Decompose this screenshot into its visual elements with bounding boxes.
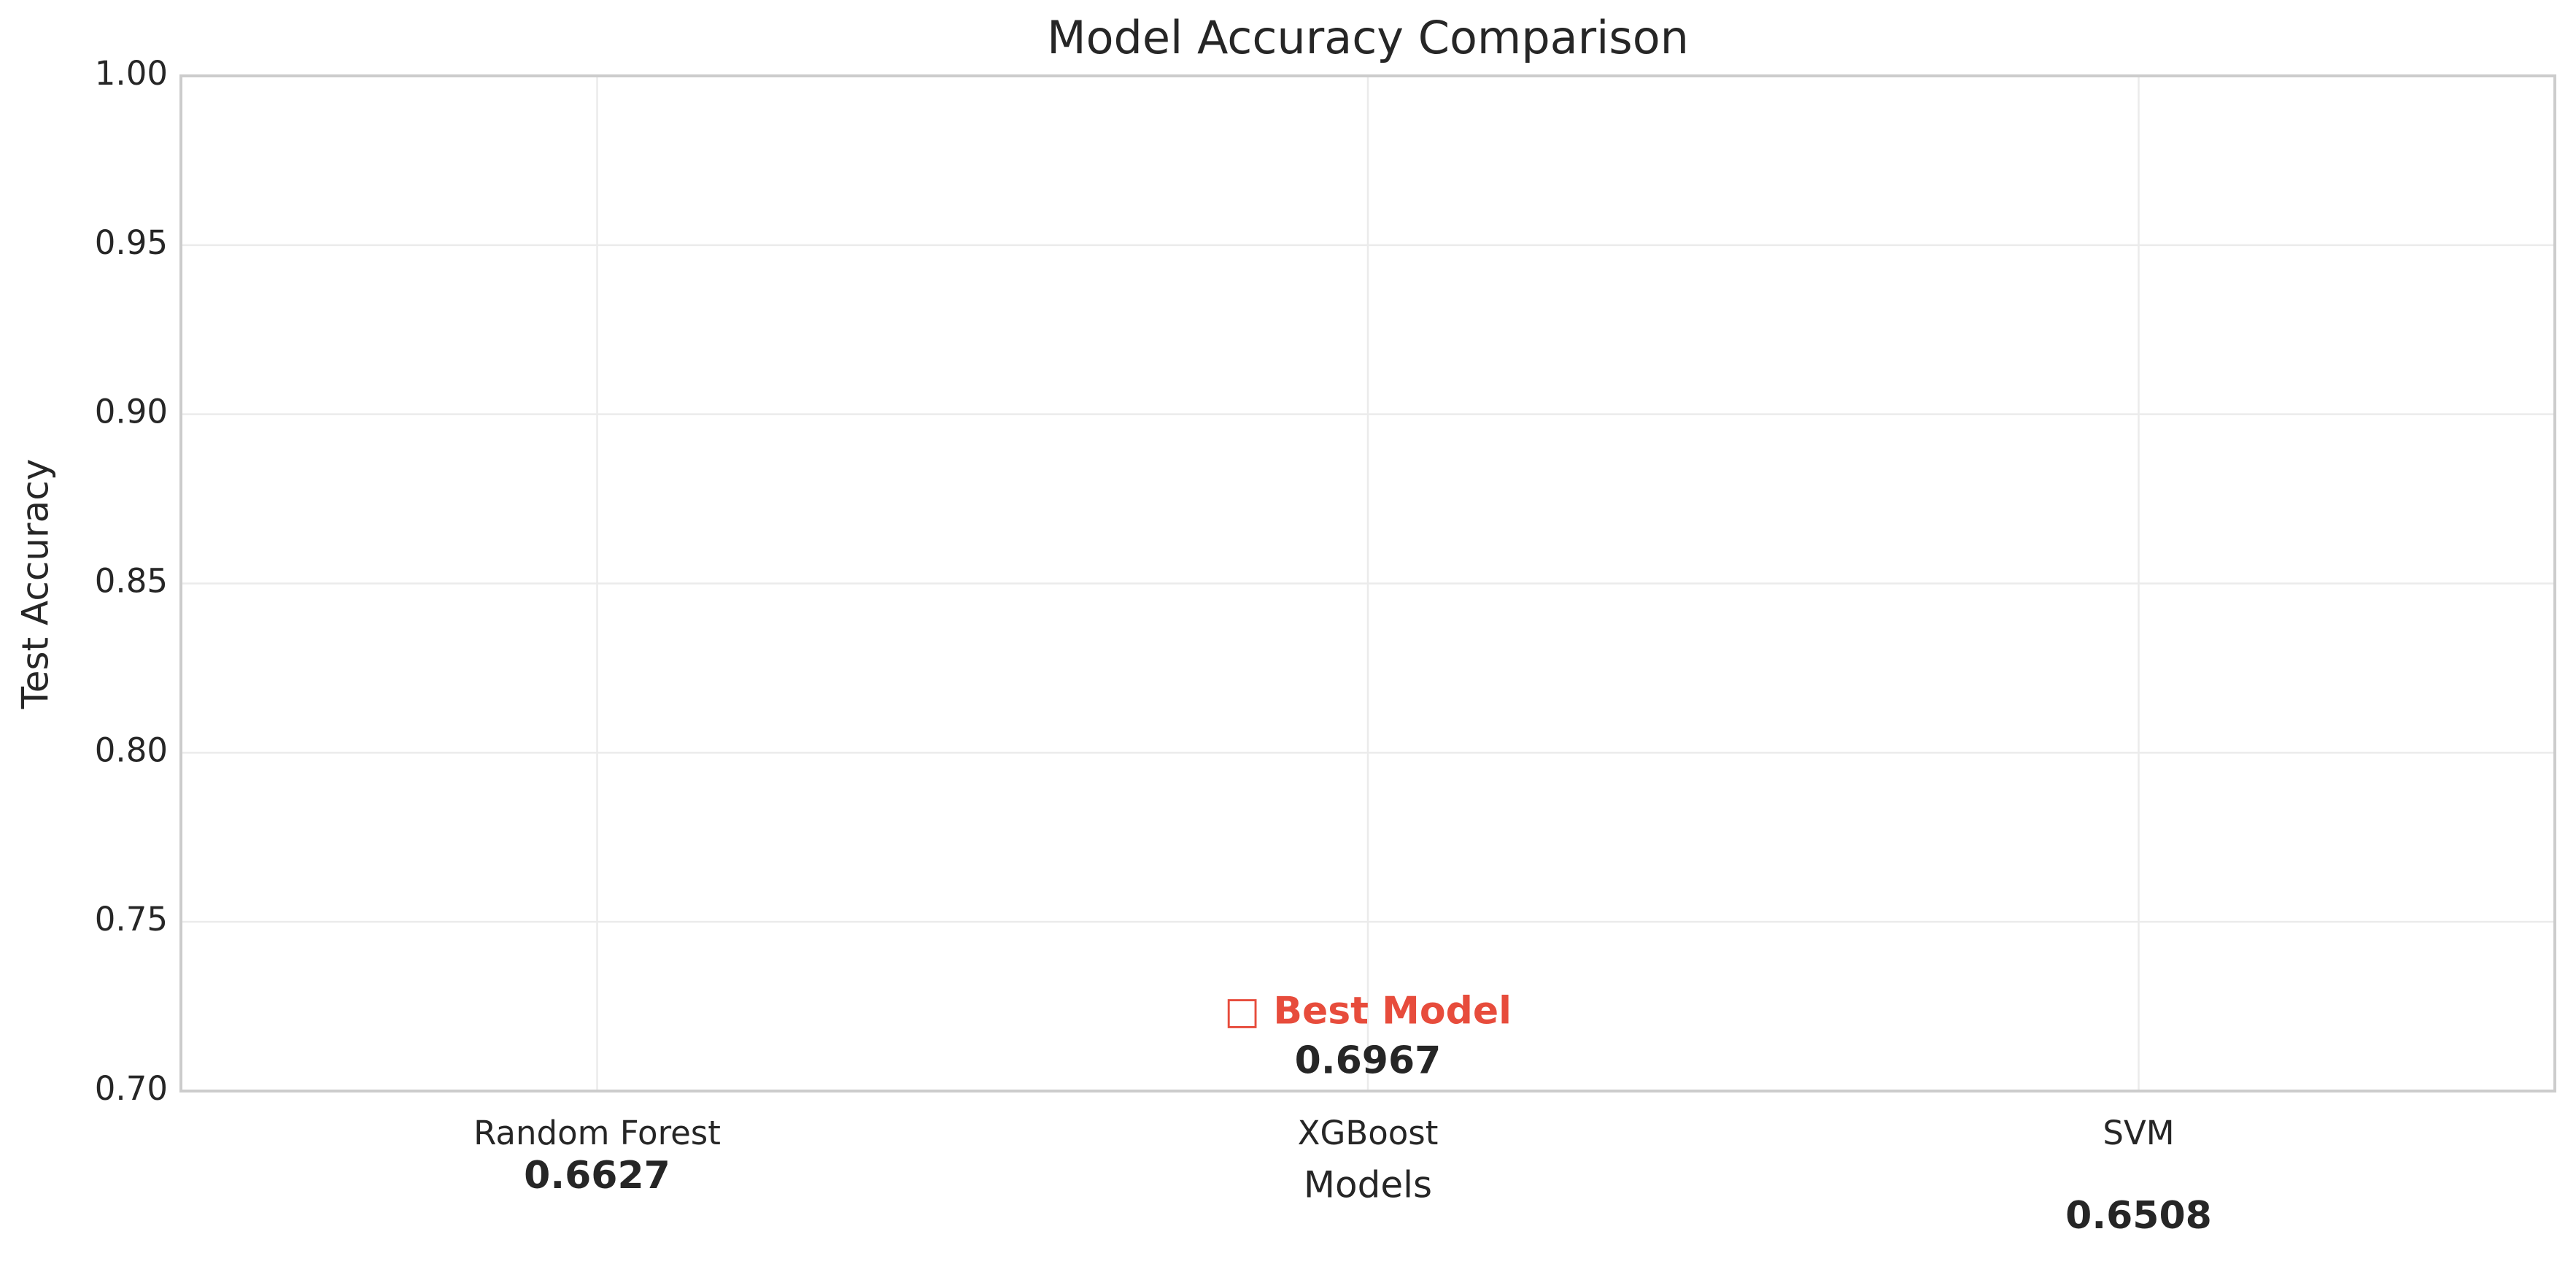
x-tick-label: Random Forest [473,1114,721,1152]
y-tick-label: 0.95 [95,223,168,262]
y-tick-label: 0.85 [95,562,168,601]
best-annotation: □ Best Model [1224,989,1512,1033]
chart-title: Model Accuracy Comparison [1047,11,1689,64]
x-tick-label: SVM [2103,1114,2174,1152]
y-axis-title: Test Accuracy [15,459,57,710]
x-axis-title: Models [1304,1164,1432,1206]
value-label: 0.6627 [524,1154,670,1198]
plot-frame [179,74,2556,1092]
value-label: 0.6967 [1295,1038,1442,1082]
bar [1137,1091,1599,1102]
y-tick-label: 1.00 [95,54,168,93]
y-tick-label: 0.90 [95,393,168,431]
value-label: 0.6508 [2065,1194,2212,1238]
grid [181,74,2555,1092]
y-tick-label: 0.75 [95,900,168,939]
labels: 0.70 0.75 0.80 0.85 0.90 0.95 1.00 Random Fores… [95,54,2212,1238]
y-tick-label: 0.70 [95,1069,168,1108]
y-tick-label: 0.80 [95,731,168,769]
x-tick-label: XGBoost [1298,1114,1439,1152]
